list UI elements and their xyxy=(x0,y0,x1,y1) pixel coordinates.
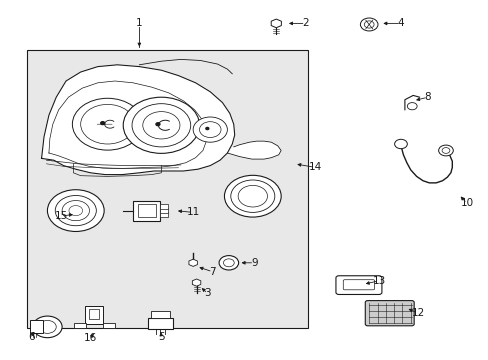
Bar xyxy=(27,50,307,328)
Circle shape xyxy=(193,117,227,142)
Bar xyxy=(133,201,160,221)
Text: 3: 3 xyxy=(204,288,211,298)
Polygon shape xyxy=(271,19,281,28)
FancyBboxPatch shape xyxy=(343,280,374,290)
Circle shape xyxy=(72,98,142,150)
Bar xyxy=(160,204,167,209)
Circle shape xyxy=(407,103,416,110)
Circle shape xyxy=(123,97,199,153)
Text: 16: 16 xyxy=(83,333,97,343)
Bar xyxy=(74,323,86,328)
Circle shape xyxy=(360,18,377,31)
Circle shape xyxy=(238,185,267,207)
Bar xyxy=(30,320,42,333)
Circle shape xyxy=(81,104,134,144)
Text: 5: 5 xyxy=(158,332,164,342)
Circle shape xyxy=(55,195,96,226)
Circle shape xyxy=(230,180,274,212)
Circle shape xyxy=(62,201,89,221)
Bar xyxy=(102,323,115,328)
Circle shape xyxy=(69,206,82,216)
Circle shape xyxy=(219,256,238,270)
Circle shape xyxy=(33,316,62,338)
Circle shape xyxy=(47,190,104,231)
Text: 12: 12 xyxy=(410,308,424,318)
Circle shape xyxy=(199,122,221,138)
Text: 1: 1 xyxy=(136,18,142,28)
Circle shape xyxy=(205,127,208,130)
Circle shape xyxy=(101,122,104,125)
Bar xyxy=(85,306,102,324)
Bar xyxy=(160,208,167,213)
Circle shape xyxy=(364,21,373,28)
Bar xyxy=(148,318,172,329)
Bar xyxy=(150,311,170,318)
Bar xyxy=(160,212,167,217)
Circle shape xyxy=(438,145,452,156)
Text: 15: 15 xyxy=(54,211,68,221)
Text: 6: 6 xyxy=(28,332,35,342)
Circle shape xyxy=(394,139,407,149)
Circle shape xyxy=(142,112,180,139)
Text: 14: 14 xyxy=(308,162,322,172)
Text: 9: 9 xyxy=(250,258,257,268)
Polygon shape xyxy=(227,141,281,159)
Circle shape xyxy=(441,148,449,153)
Text: 13: 13 xyxy=(371,276,385,286)
Polygon shape xyxy=(188,259,197,266)
Polygon shape xyxy=(41,65,234,175)
Text: 10: 10 xyxy=(460,198,472,208)
Circle shape xyxy=(224,175,281,217)
Text: 8: 8 xyxy=(424,92,430,102)
Text: 11: 11 xyxy=(186,207,200,217)
FancyBboxPatch shape xyxy=(335,276,381,294)
Circle shape xyxy=(132,104,190,147)
Text: 4: 4 xyxy=(397,18,404,28)
Text: 2: 2 xyxy=(302,18,308,28)
Polygon shape xyxy=(192,279,201,286)
Bar xyxy=(89,309,99,319)
Circle shape xyxy=(223,259,234,267)
FancyBboxPatch shape xyxy=(365,301,413,326)
Circle shape xyxy=(39,320,56,333)
Circle shape xyxy=(156,123,160,126)
Text: 7: 7 xyxy=(209,267,216,277)
Bar xyxy=(138,204,155,217)
